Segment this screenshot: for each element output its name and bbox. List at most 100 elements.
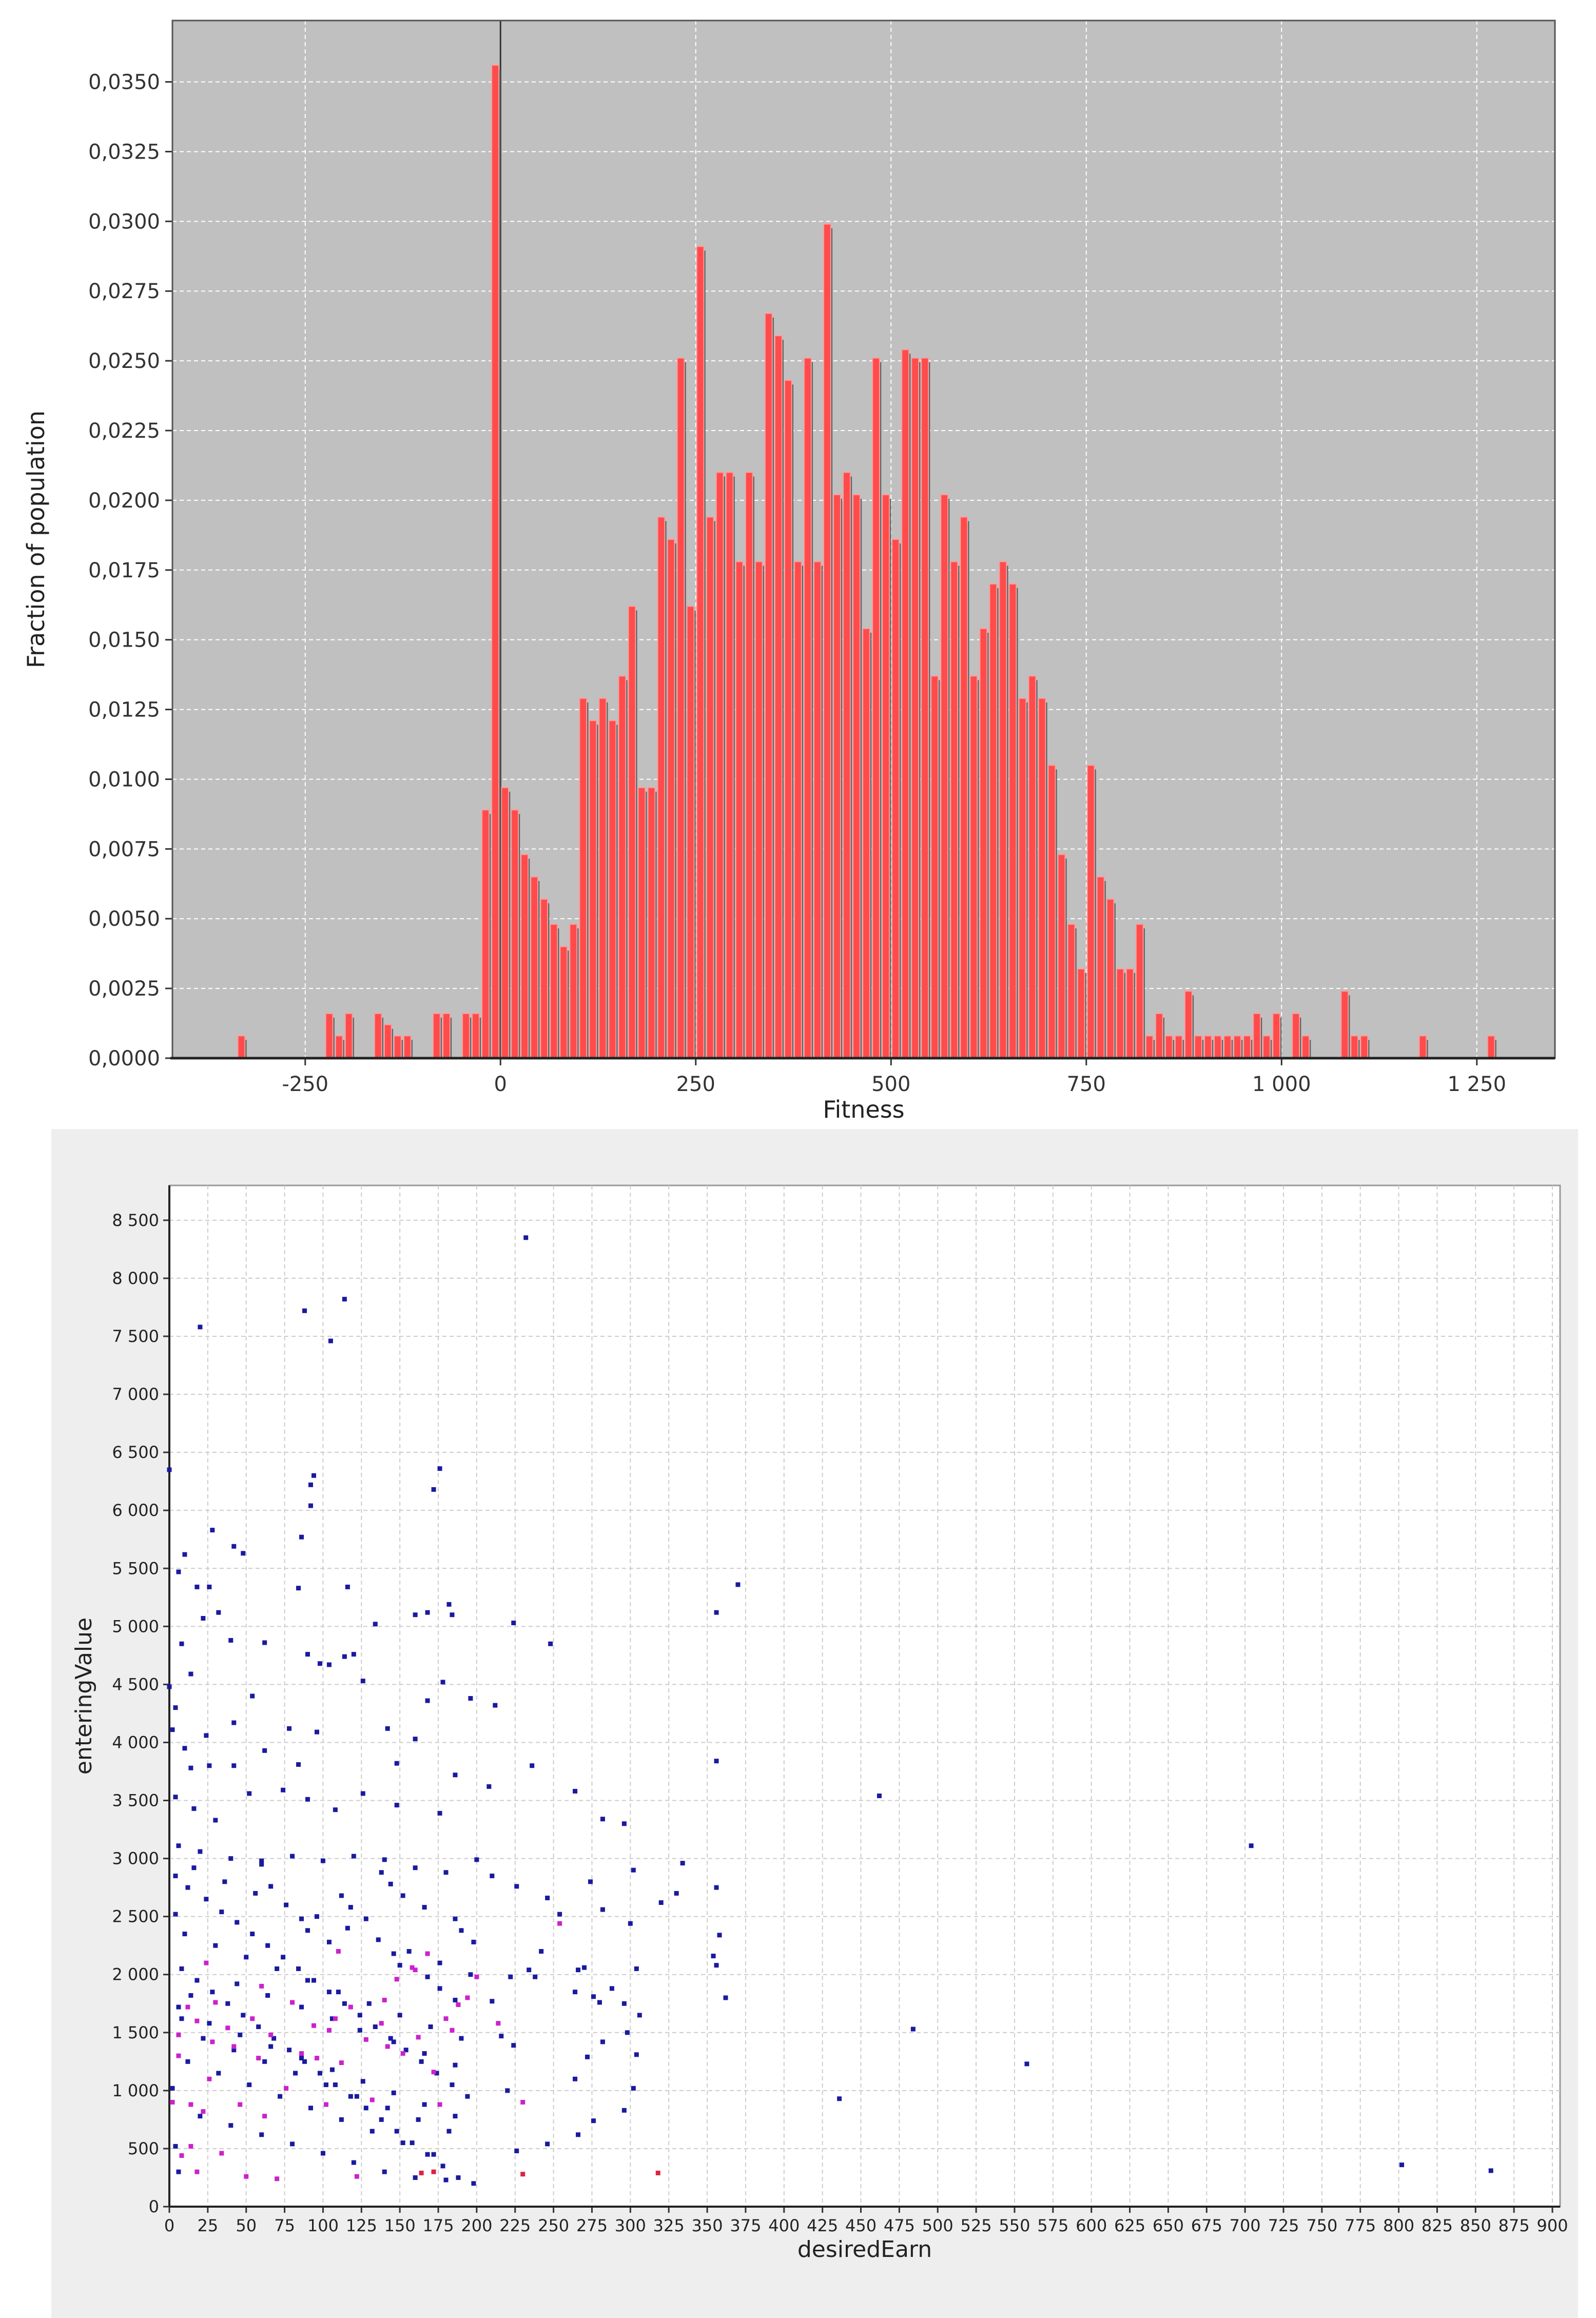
scatter-point (170, 2086, 175, 2091)
scatter-point (253, 1891, 258, 1896)
histogram-bar (1350, 1035, 1359, 1059)
scatter-point (714, 1610, 719, 1615)
scatter-point (490, 1874, 495, 1879)
scatter-point (499, 2034, 504, 2039)
histogram-bar (1047, 765, 1056, 1059)
scatter-point (437, 1960, 442, 1965)
scatter-point (391, 2090, 396, 2095)
scatter-point (557, 1912, 562, 1917)
histogram-bar (442, 1013, 451, 1059)
scatter-point (191, 1806, 197, 1811)
scatter-point (382, 2169, 387, 2174)
scatter-point (468, 1696, 473, 1701)
scatter-x-tick-label: 850 (1460, 2216, 1491, 2235)
histogram-bar (1175, 1035, 1183, 1059)
scatter-point (336, 1949, 341, 1954)
histogram-bar (1233, 1035, 1241, 1059)
scatter-point (877, 1793, 882, 1798)
histogram-bar (550, 924, 558, 1059)
scatter-point (198, 2114, 203, 2119)
histogram-bar (1184, 990, 1193, 1059)
scatter-y-tick-label: 3 000 (112, 1849, 159, 1868)
scatter-x-tick-label: 75 (274, 2216, 295, 2235)
scatter-point (268, 2032, 274, 2037)
scatter-point (170, 1727, 175, 1732)
scatter-point (582, 1965, 587, 1970)
fitness-histogram-chart: -250 0 250 500 750 1 000 1 250 0,0000 0,0025 0,00… (22, 20, 1556, 1123)
scatter-point (539, 1949, 544, 1954)
scatter-point (474, 1857, 479, 1862)
scatter-point (231, 2048, 237, 2053)
scatter-point (188, 1993, 193, 1998)
scatter-point (311, 1978, 316, 1983)
scatter-point (631, 2086, 636, 2091)
scatter-point (345, 1925, 350, 1931)
scatter-point (453, 2062, 458, 2068)
histogram-bar (491, 64, 499, 1059)
scatter-x-tick-label: 300 (615, 2216, 646, 2235)
histogram-x-tick-label: 1 000 (1252, 1073, 1311, 1096)
scatter-point (328, 1338, 333, 1343)
scatter-point (247, 2082, 252, 2088)
scatter-x-tick-label: 550 (999, 2216, 1030, 2235)
scatter-point (228, 2123, 233, 2128)
scatter-point (450, 2082, 455, 2088)
scatter-point (299, 2056, 304, 2061)
scatter-point (600, 1817, 605, 1822)
scatter-point (185, 1885, 190, 1890)
scatter-point (326, 2028, 332, 2033)
scatter-point (379, 2117, 384, 2122)
scatter-point (422, 1905, 427, 1910)
scatter-y-tick-label: 5 500 (112, 1559, 159, 1578)
scatter-point (403, 2048, 408, 2053)
scatter-point (238, 2032, 243, 2037)
scatter-point (388, 2036, 393, 2041)
scatter-x-tick-label: 225 (499, 2216, 531, 2235)
scatter-point (459, 2036, 464, 2041)
scatter-point (413, 1968, 418, 1973)
scatter-point (674, 1891, 679, 1896)
scatter-point (1249, 1843, 1254, 1848)
scatter-point (376, 1937, 381, 1942)
scatter-y-tick-label: 4 000 (112, 1732, 159, 1752)
scatter-point (219, 1910, 224, 1915)
scatter-point (413, 1865, 418, 1871)
scatter-point (342, 2001, 347, 2006)
scatter-point (259, 2132, 264, 2137)
histogram-bar (725, 472, 734, 1059)
histogram-bar (520, 854, 529, 1059)
scatter-point (573, 1788, 578, 1794)
scatter-point (391, 1951, 396, 1956)
histogram-bar (1077, 968, 1085, 1059)
scatter-point (440, 1680, 445, 1685)
scatter-y-tick-label: 500 (128, 2139, 159, 2158)
histogram-bar (774, 335, 783, 1059)
scatter-point (400, 1893, 405, 1898)
scatter-x-tick-label: 25 (198, 2216, 219, 2235)
scatter-point (225, 2001, 230, 2006)
scatter-point (416, 2035, 421, 2040)
scatter-point (216, 1610, 221, 1615)
scatter-point (634, 2052, 639, 2057)
histogram-bar (999, 561, 1007, 1059)
scatter-point (326, 1990, 332, 1995)
scatter-point (323, 2102, 328, 2107)
histogram-bar (433, 1013, 441, 1059)
scatter-point (194, 1978, 200, 1983)
scatter-point (271, 2036, 277, 2041)
scatter-point (216, 2071, 221, 2076)
scatter-point (170, 2099, 175, 2105)
scatter-point (176, 2169, 181, 2174)
scatter-point (425, 2152, 430, 2157)
scatter-point (410, 1965, 415, 1970)
scatter-point (379, 1870, 384, 1875)
histogram-bar (872, 357, 880, 1059)
scatter-point (339, 1893, 344, 1898)
histogram-bar (794, 561, 802, 1059)
scatter-y-tick-label: 4 500 (112, 1674, 159, 1694)
scatter-point (265, 1943, 270, 1948)
histogram-bar (764, 313, 773, 1059)
histogram-bar (1018, 697, 1027, 1059)
histogram-bar (754, 561, 763, 1059)
scatter-point (425, 1610, 430, 1615)
